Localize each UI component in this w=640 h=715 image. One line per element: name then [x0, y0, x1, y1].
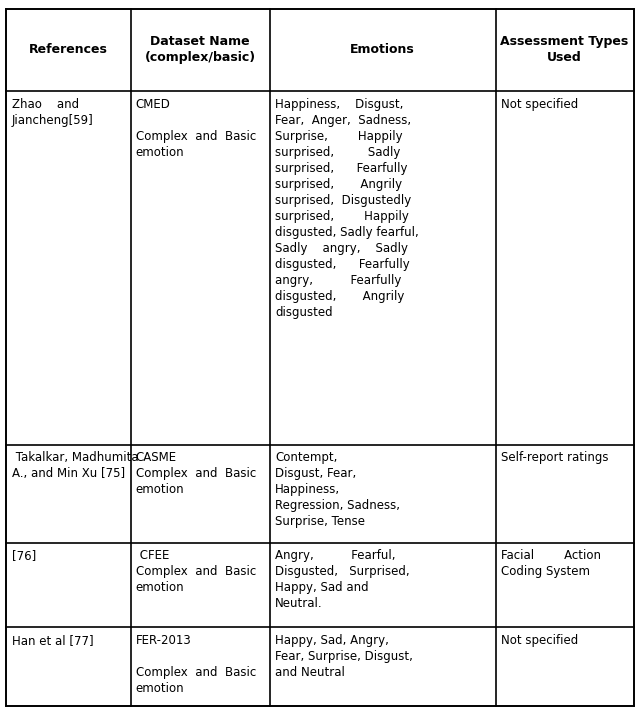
Text: Happiness,    Disgust,
Fear,  Anger,  Sadness,
Surprise,        Happily
surprise: Happiness, Disgust, Fear, Anger, Sadness…: [275, 98, 419, 319]
Text: Angry,          Fearful,
Disgusted,   Surprised,
Happy, Sad and
Neutral.: Angry, Fearful, Disgusted, Surprised, Ha…: [275, 549, 410, 610]
Text: Facial        Action
Coding System: Facial Action Coding System: [500, 549, 601, 578]
Text: Han et al [77]: Han et al [77]: [12, 633, 93, 646]
Text: CASME
Complex  and  Basic
emotion: CASME Complex and Basic emotion: [136, 451, 256, 496]
Text: Self-report ratings: Self-report ratings: [500, 451, 608, 464]
Text: Not specified: Not specified: [500, 633, 578, 646]
Text: References: References: [29, 44, 108, 56]
Text: Not specified: Not specified: [500, 98, 578, 111]
Text: Zhao    and
Jiancheng[59]: Zhao and Jiancheng[59]: [12, 98, 93, 127]
Text: Dataset Name
(complex/basic): Dataset Name (complex/basic): [145, 35, 256, 64]
Text: Contempt,
Disgust, Fear,
Happiness,
Regression, Sadness,
Surprise, Tense: Contempt, Disgust, Fear, Happiness, Regr…: [275, 451, 400, 528]
Text: FER-2013

Complex  and  Basic
emotion: FER-2013 Complex and Basic emotion: [136, 633, 256, 694]
Text: Happy, Sad, Angry,
Fear, Surprise, Disgust,
and Neutral: Happy, Sad, Angry, Fear, Surprise, Disgu…: [275, 633, 413, 679]
Text: Emotions: Emotions: [350, 44, 415, 56]
Text: CMED

Complex  and  Basic
emotion: CMED Complex and Basic emotion: [136, 98, 256, 159]
Text: [76]: [76]: [12, 549, 36, 562]
Text: CFEE
Complex  and  Basic
emotion: CFEE Complex and Basic emotion: [136, 549, 256, 594]
Text: Assessment Types
Used: Assessment Types Used: [500, 35, 628, 64]
Text: Takalkar, Madhumita
A., and Min Xu [75]: Takalkar, Madhumita A., and Min Xu [75]: [12, 451, 138, 480]
